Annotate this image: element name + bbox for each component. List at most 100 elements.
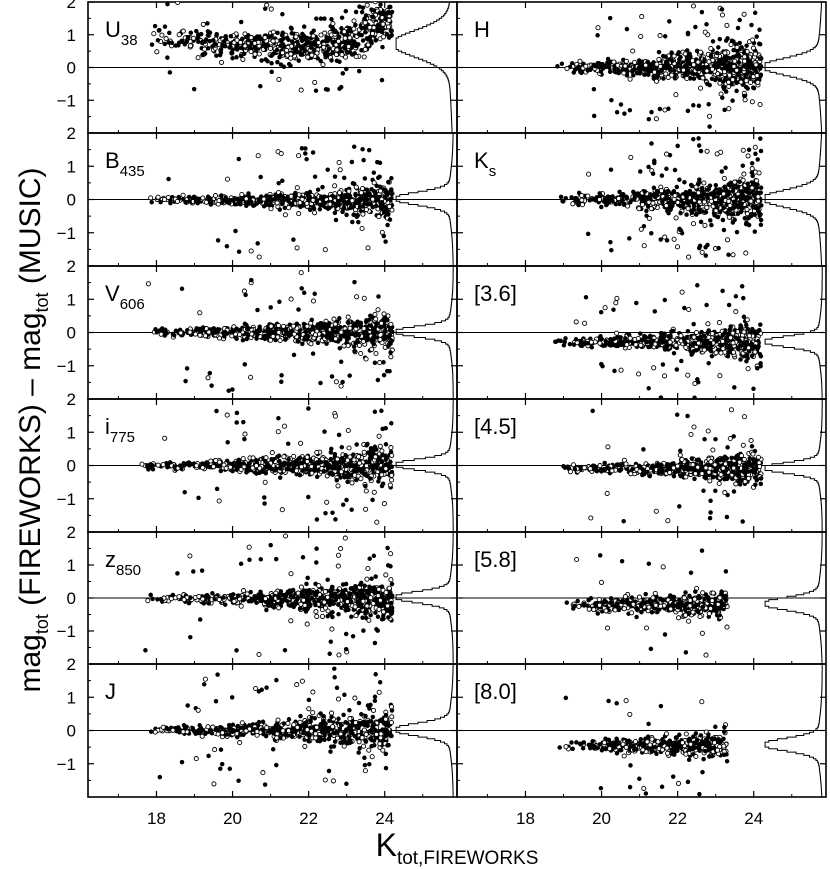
scatter-points: [149, 0, 395, 93]
data-point: [344, 212, 349, 218]
data-point: [382, 328, 388, 333]
data-point: [389, 329, 395, 335]
data-point: [389, 733, 394, 739]
data-point: [255, 332, 260, 338]
data-point: [363, 483, 368, 489]
data-point: [174, 198, 180, 204]
data-point: [211, 326, 217, 331]
data-point: [286, 37, 291, 42]
data-point: [322, 321, 328, 327]
panel-label: B435: [105, 148, 145, 180]
data-point: [706, 113, 713, 119]
data-point: [257, 470, 262, 476]
data-point: [379, 408, 384, 414]
data-point: [210, 464, 217, 470]
marginal-histogram: [395, 133, 454, 266]
data-point: [697, 85, 704, 91]
data-point: [297, 200, 303, 206]
data-point: [374, 519, 380, 525]
data-point: [234, 463, 240, 469]
data-point: [242, 43, 248, 49]
data-point: [351, 212, 356, 218]
data-point: [341, 175, 347, 181]
y-tick-label: −1: [57, 91, 76, 110]
data-point: [374, 627, 379, 632]
data-point: [343, 8, 349, 14]
data-point: [363, 713, 368, 719]
data-point: [281, 423, 288, 429]
data-point: [373, 731, 380, 737]
data-point: [671, 68, 677, 73]
data-point: [368, 313, 373, 318]
data-point: [329, 710, 335, 716]
data-point: [336, 716, 341, 722]
data-point: [287, 0, 291, 1]
y-tick-label: 2: [67, 257, 76, 276]
data-point: [265, 42, 271, 48]
data-point: [372, 463, 378, 468]
data-point: [370, 326, 376, 332]
data-point: [347, 716, 353, 722]
data-point: [314, 546, 319, 551]
data-point: [310, 298, 317, 304]
data-point: [244, 326, 250, 332]
data-point: [223, 43, 228, 49]
data-point: [379, 584, 385, 589]
data-point: [248, 35, 254, 41]
data-point: [635, 70, 640, 76]
data-point: [385, 545, 390, 551]
data-point: [757, 101, 763, 108]
data-point: [348, 586, 354, 591]
data-point: [377, 360, 383, 366]
data-point: [207, 38, 213, 44]
data-point: [154, 49, 160, 55]
data-point: [187, 329, 193, 335]
data-point: [278, 591, 283, 596]
data-point: [373, 38, 378, 43]
data-point: [388, 704, 395, 710]
data-point: [386, 211, 391, 217]
data-point: [288, 296, 294, 302]
data-point: [327, 201, 333, 207]
data-point: [293, 468, 300, 474]
data-point: [370, 14, 375, 20]
data-point: [218, 766, 223, 771]
data-point: [193, 199, 199, 204]
data-point: [276, 605, 282, 611]
data-point: [653, 116, 659, 122]
data-point: [383, 716, 389, 722]
data-point: [301, 321, 307, 327]
data-point: [268, 542, 273, 548]
data-point: [595, 33, 600, 38]
data-point: [247, 201, 252, 206]
data-point: [614, 109, 620, 115]
data-point: [351, 457, 357, 463]
data-point: [321, 469, 327, 474]
data-point: [378, 2, 383, 8]
data-point: [320, 730, 325, 735]
data-point: [306, 706, 312, 712]
data-point: [359, 9, 365, 15]
data-point: [275, 728, 281, 733]
data-point: [332, 210, 338, 216]
data-point: [261, 196, 267, 202]
data-point: [331, 316, 337, 322]
data-point: [304, 588, 310, 594]
data-point: [317, 734, 323, 740]
data-point: [336, 652, 342, 658]
data-point: [208, 458, 214, 464]
data-point: [351, 144, 357, 149]
data-point: [362, 176, 368, 181]
data-point: [208, 202, 214, 207]
data-point: [294, 185, 300, 191]
data-point: [264, 685, 269, 690]
data-point: [356, 219, 361, 225]
data-point: [352, 50, 357, 56]
data-point: [325, 608, 331, 614]
data-point: [343, 452, 348, 458]
data-point: [352, 472, 358, 478]
data-point: [214, 486, 220, 492]
data-point: [330, 778, 336, 784]
data-point: [667, 19, 672, 24]
